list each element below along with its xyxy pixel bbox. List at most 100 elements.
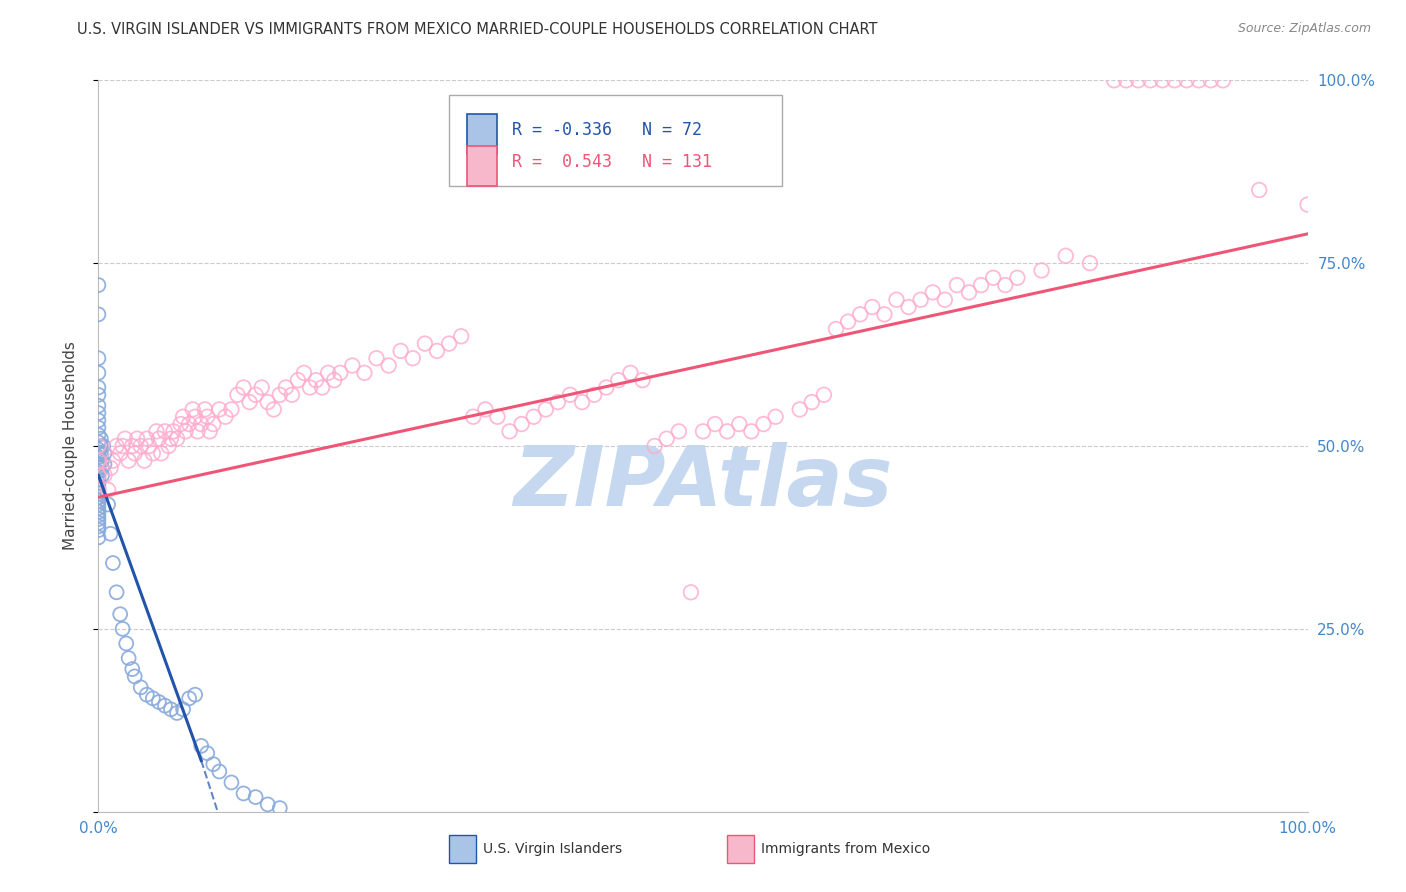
Point: [342, 359, 364, 373]
Point: [87, 380, 110, 394]
Point: [619, 366, 641, 380]
Point: [208, 402, 231, 417]
Point: [91, 439, 114, 453]
Point: [142, 691, 165, 706]
Point: [124, 669, 146, 683]
Point: [957, 285, 980, 300]
Point: [172, 409, 194, 424]
Point: [179, 691, 201, 706]
Point: [644, 439, 666, 453]
Point: [202, 417, 225, 431]
Point: [87, 516, 110, 530]
Point: [87, 475, 110, 490]
Text: Source: ZipAtlas.com: Source: ZipAtlas.com: [1237, 22, 1371, 36]
Point: [87, 483, 110, 497]
Point: [138, 439, 160, 453]
Point: [752, 417, 775, 431]
Point: [1102, 73, 1125, 87]
Point: [87, 453, 110, 467]
Point: [160, 702, 183, 716]
Point: [232, 380, 254, 394]
Point: [87, 494, 110, 508]
Point: [450, 329, 472, 343]
Point: [214, 409, 236, 424]
Bar: [727, 835, 754, 863]
Point: [93, 457, 115, 471]
Point: [87, 468, 110, 483]
Point: [118, 453, 141, 467]
Point: [510, 417, 533, 431]
Point: [121, 662, 143, 676]
Point: [127, 432, 149, 446]
Point: [1175, 73, 1198, 87]
Point: [250, 380, 273, 394]
Text: U.S. VIRGIN ISLANDER VS IMMIGRANTS FROM MEXICO MARRIED-COUPLE HOUSEHOLDS CORRELA: U.S. VIRGIN ISLANDER VS IMMIGRANTS FROM …: [77, 22, 877, 37]
Point: [162, 425, 184, 439]
Point: [692, 425, 714, 439]
Point: [547, 395, 569, 409]
Point: [1128, 73, 1150, 87]
Point: [377, 359, 399, 373]
Point: [256, 797, 278, 812]
Point: [198, 425, 221, 439]
Point: [1212, 73, 1234, 87]
Point: [1152, 73, 1174, 87]
Point: [281, 388, 304, 402]
Point: [716, 425, 738, 439]
Point: [87, 450, 110, 464]
Point: [87, 490, 110, 504]
Point: [129, 439, 152, 453]
Bar: [467, 114, 498, 154]
Point: [166, 706, 188, 720]
Point: [87, 505, 110, 519]
Point: [111, 622, 134, 636]
Point: [115, 636, 138, 650]
Point: [97, 483, 120, 497]
Point: [323, 373, 346, 387]
Point: [87, 366, 110, 380]
Point: [129, 681, 152, 695]
Point: [305, 373, 328, 387]
Point: [100, 461, 122, 475]
Point: [679, 585, 702, 599]
Point: [93, 446, 115, 460]
Point: [1115, 73, 1137, 87]
Point: [740, 425, 762, 439]
Point: [849, 307, 872, 321]
Point: [366, 351, 388, 366]
Point: [1296, 197, 1319, 211]
Point: [263, 402, 285, 417]
Point: [813, 388, 835, 402]
Point: [166, 432, 188, 446]
Point: [108, 607, 131, 622]
Point: [87, 472, 110, 486]
Point: [174, 425, 197, 439]
Point: [1163, 73, 1185, 87]
Text: U.S. Virgin Islanders: U.S. Virgin Islanders: [482, 842, 621, 856]
Point: [437, 336, 460, 351]
Point: [194, 402, 217, 417]
Point: [269, 388, 291, 402]
Point: [232, 787, 254, 801]
Point: [221, 402, 243, 417]
Point: [994, 278, 1017, 293]
Point: [87, 307, 110, 321]
Point: [202, 757, 225, 772]
Point: [145, 425, 167, 439]
Point: [87, 406, 110, 420]
Point: [93, 468, 115, 483]
Point: [87, 442, 110, 457]
Point: [292, 366, 315, 380]
Point: [87, 446, 110, 460]
Point: [87, 486, 110, 500]
Point: [897, 300, 920, 314]
Text: R =  0.543   N = 131: R = 0.543 N = 131: [512, 153, 711, 171]
Point: [105, 585, 128, 599]
Point: [765, 409, 787, 424]
Point: [595, 380, 617, 394]
Point: [135, 432, 157, 446]
Point: [981, 270, 1004, 285]
Point: [631, 373, 654, 387]
Point: [245, 388, 267, 402]
Point: [87, 421, 110, 435]
